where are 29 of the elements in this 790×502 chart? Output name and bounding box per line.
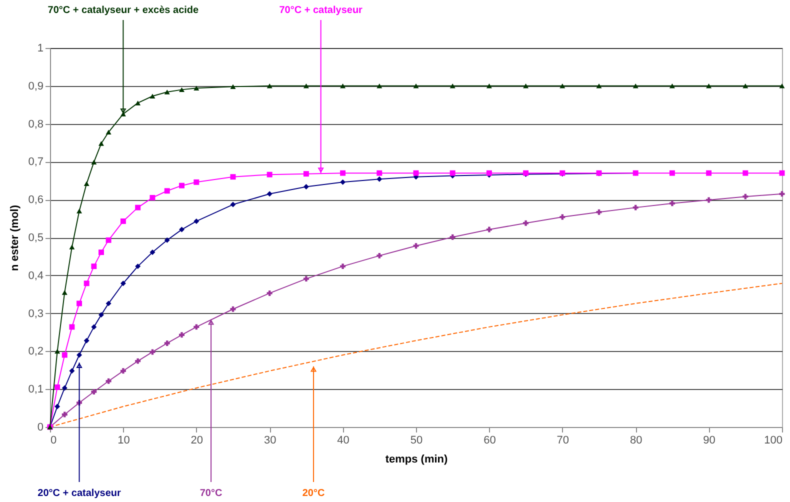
y-tick-label: 0,8 — [28, 118, 44, 130]
y-tick-label: 1 — [37, 42, 44, 54]
annotation: 70°C + catalyseur + excès acide — [48, 5, 200, 16]
x-tick-label: 10 — [118, 434, 130, 446]
annotation: 70°C + catalyseur — [279, 5, 363, 16]
y-tick-label: 0,9 — [28, 80, 44, 92]
y-tick-label: 0,3 — [28, 308, 44, 320]
y-tick-label: 0,2 — [28, 346, 44, 358]
y-tick-label: 0,7 — [28, 156, 44, 168]
x-tick-label: 30 — [264, 434, 276, 446]
x-tick-label: 0 — [50, 434, 57, 446]
x-tick-label: 80 — [630, 434, 642, 446]
x-tick-label: 100 — [764, 434, 782, 446]
x-tick-label: 70 — [556, 434, 570, 446]
y-tick-label: 0 — [37, 422, 44, 434]
y-tick-label: 0,5 — [28, 232, 44, 244]
annotation: 20°C + catalyseur — [38, 488, 121, 499]
annotation: 70°C — [200, 488, 222, 499]
y-axis-title: n ester (mol) — [9, 204, 22, 272]
x-tick-label: 20 — [190, 434, 204, 446]
y-tick-label: 0,4 — [28, 270, 44, 282]
annotation: 20°C — [302, 488, 325, 499]
y-tick-label: 0,6 — [28, 194, 44, 206]
x-tick-label: 90 — [703, 434, 716, 446]
x-tick-label: 60 — [484, 434, 496, 446]
x-axis-title: temps (min) — [385, 454, 448, 466]
y-tick-label: 0,1 — [28, 384, 44, 396]
x-tick-label: 40 — [337, 434, 350, 446]
x-tick-label: 50 — [410, 434, 423, 446]
